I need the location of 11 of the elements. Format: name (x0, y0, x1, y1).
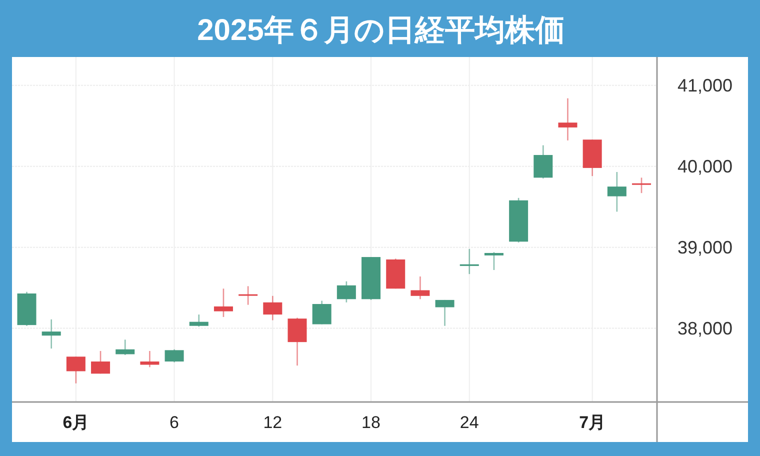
x-tick-label: 6 (170, 413, 180, 432)
y-tick-label: 40,000 (677, 156, 733, 177)
chart-title: 2025年６月の日経平均株価 (197, 14, 565, 47)
x-tick-label: 6月 (62, 413, 90, 432)
x-tick-label: 18 (362, 413, 380, 432)
x-tick-label: 12 (263, 413, 282, 432)
x-tick-label: 24 (460, 413, 479, 432)
x-tick-label: 7月 (579, 413, 606, 432)
y-tick-label: 39,000 (677, 238, 733, 258)
y-tick-label: 41,000 (677, 76, 733, 96)
y-tick-label: 38,000 (677, 318, 733, 339)
